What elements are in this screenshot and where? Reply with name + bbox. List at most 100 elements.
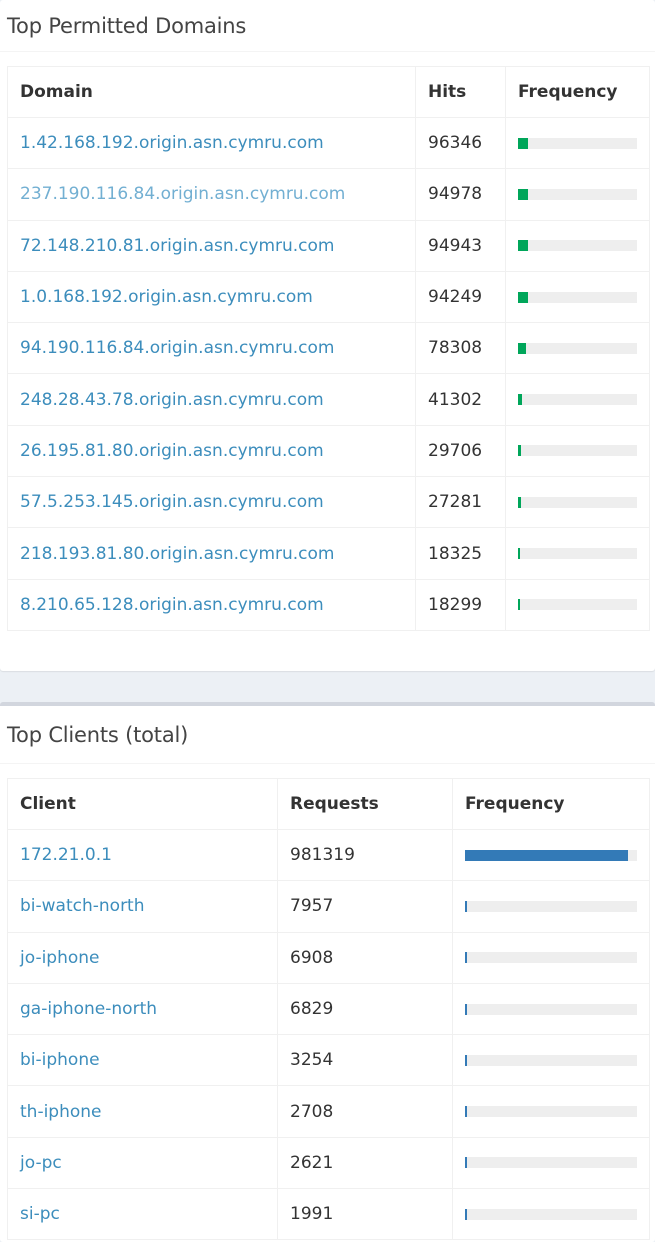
table-row: 248.28.43.78.origin.asn.cymru.com 41302	[7, 373, 650, 426]
domain-cell: 94.190.116.84.origin.asn.cymru.com	[7, 322, 416, 375]
requests-value: 7957	[277, 880, 453, 933]
frequency-bar-fill	[465, 849, 628, 861]
domain-link[interactable]: 248.28.43.78.origin.asn.cymru.com	[20, 389, 324, 410]
frequency-bar	[465, 900, 637, 912]
frequency-cell	[505, 270, 650, 324]
top-domains-panel: Top Permitted Domains Domain Hits Freque…	[0, 0, 655, 671]
frequency-cell	[452, 880, 650, 933]
table-row: 94.190.116.84.origin.asn.cymru.com 78308	[7, 322, 650, 375]
table-row: bi-iphone 3254	[7, 1034, 650, 1087]
client-link[interactable]: jo-pc	[20, 1152, 62, 1173]
frequency-cell	[505, 578, 650, 631]
frequency-cell	[452, 1085, 650, 1138]
frequency-bar	[465, 849, 637, 861]
domain-cell: 218.193.81.80.origin.asn.cymru.com	[7, 527, 416, 580]
client-link[interactable]: ga-iphone-north	[20, 999, 158, 1020]
frequency-cell	[505, 373, 650, 426]
domain-link[interactable]: 8.210.65.128.origin.asn.cymru.com	[20, 594, 324, 615]
requests-value: 3254	[277, 1034, 453, 1087]
client-link[interactable]: jo-iphone	[20, 947, 100, 968]
domain-cell: 8.210.65.128.origin.asn.cymru.com	[7, 578, 416, 631]
domain-cell: 1.0.168.192.origin.asn.cymru.com	[7, 270, 416, 324]
domain-cell: 248.28.43.78.origin.asn.cymru.com	[7, 373, 416, 426]
frequency-cell	[452, 1188, 650, 1241]
frequency-bar-fill	[465, 900, 467, 912]
client-cell: th-iphone	[7, 1085, 278, 1138]
frequency-bar-fill	[518, 291, 528, 303]
frequency-cell	[452, 982, 650, 1036]
column-header-domain: Domain	[7, 66, 416, 118]
domain-cell: 1.42.168.192.origin.asn.cymru.com	[7, 116, 416, 170]
top-clients-table: Client Requests Frequency 172.21.0.1 9813…	[7, 778, 650, 1241]
top-clients-body: 172.21.0.1 981319 bi-watch-north 7957 jo-iph…	[7, 828, 650, 1241]
client-cell: bi-iphone	[7, 1034, 278, 1087]
frequency-bar	[518, 599, 637, 611]
frequency-bar-fill	[518, 496, 521, 508]
frequency-bar-fill	[518, 394, 522, 406]
frequency-bar-fill	[465, 952, 467, 964]
column-header-client: Client	[7, 778, 278, 830]
requests-value: 2621	[277, 1136, 453, 1190]
table-row: si-pc 1991	[7, 1188, 650, 1241]
domain-link[interactable]: 72.148.210.81.origin.asn.cymru.com	[20, 235, 335, 256]
frequency-bar-fill	[465, 1054, 467, 1066]
table-row: 172.21.0.1 981319	[7, 828, 650, 882]
table-row: ga-iphone-north 6829	[7, 982, 650, 1036]
frequency-bar	[518, 496, 637, 508]
table-row: 72.148.210.81.origin.asn.cymru.com 94943	[7, 219, 650, 272]
requests-value: 1991	[277, 1188, 453, 1241]
column-header-requests: Requests	[277, 778, 453, 830]
client-cell: jo-pc	[7, 1136, 278, 1190]
top-clients-title: Top Clients (total)	[7, 722, 189, 747]
domain-cell: 26.195.81.80.origin.asn.cymru.com	[7, 424, 416, 478]
table-row: jo-pc 2621	[7, 1136, 650, 1190]
client-link[interactable]: si-pc	[20, 1204, 60, 1225]
frequency-bar	[465, 1157, 637, 1169]
top-domains-body: 1.42.168.192.origin.asn.cymru.com 96346 23…	[7, 116, 650, 631]
table-row: 57.5.253.145.origin.asn.cymru.com 27281	[7, 476, 650, 529]
frequency-cell	[452, 828, 650, 882]
frequency-bar	[518, 342, 637, 354]
table-row: 237.190.116.84.origin.asn.cymru.com 94978	[7, 168, 650, 221]
frequency-bar	[518, 394, 637, 406]
frequency-cell	[505, 476, 650, 529]
top-domains-header: Top Permitted Domains	[0, 0, 655, 52]
table-row: 8.210.65.128.origin.asn.cymru.com 18299	[7, 578, 650, 631]
frequency-bar-fill	[518, 599, 520, 611]
domain-link[interactable]: 57.5.253.145.origin.asn.cymru.com	[20, 492, 324, 513]
domain-link[interactable]: 26.195.81.80.origin.asn.cymru.com	[20, 440, 324, 461]
domain-link[interactable]: 94.190.116.84.origin.asn.cymru.com	[20, 338, 335, 359]
client-link[interactable]: th-iphone	[20, 1101, 102, 1122]
frequency-cell	[452, 931, 650, 984]
frequency-bar	[518, 548, 637, 560]
frequency-cell	[452, 1034, 650, 1087]
table-header-row: Domain Hits Frequency	[7, 66, 650, 118]
domain-link[interactable]: 237.190.116.84.origin.asn.cymru.com	[20, 184, 346, 205]
column-header-hits: Hits	[415, 66, 506, 118]
frequency-bar-fill	[518, 188, 528, 200]
hits-value: 41302	[415, 373, 506, 426]
domain-cell: 72.148.210.81.origin.asn.cymru.com	[7, 219, 416, 272]
frequency-bar-fill	[465, 1208, 467, 1220]
frequency-bar	[518, 240, 637, 252]
client-link[interactable]: bi-watch-north	[20, 896, 145, 917]
domain-link[interactable]: 218.193.81.80.origin.asn.cymru.com	[20, 543, 335, 564]
table-row: 218.193.81.80.origin.asn.cymru.com 18325	[7, 527, 650, 580]
domain-link[interactable]: 1.42.168.192.origin.asn.cymru.com	[20, 133, 324, 154]
client-link[interactable]: bi-iphone	[20, 1050, 100, 1071]
domain-link[interactable]: 1.0.168.192.origin.asn.cymru.com	[20, 287, 313, 308]
frequency-cell	[452, 1136, 650, 1190]
frequency-bar-fill	[518, 548, 520, 560]
hits-value: 94943	[415, 219, 506, 272]
table-row: 1.0.168.192.origin.asn.cymru.com 94249	[7, 270, 650, 324]
frequency-cell	[505, 527, 650, 580]
requests-value: 6829	[277, 982, 453, 1036]
frequency-cell	[505, 219, 650, 272]
hits-value: 94978	[415, 168, 506, 221]
frequency-bar	[465, 952, 637, 964]
requests-value: 6908	[277, 931, 453, 984]
client-link[interactable]: 172.21.0.1	[20, 845, 112, 866]
table-row: jo-iphone 6908	[7, 931, 650, 984]
table-row: 1.42.168.192.origin.asn.cymru.com 96346	[7, 116, 650, 170]
client-cell: bi-watch-north	[7, 880, 278, 933]
